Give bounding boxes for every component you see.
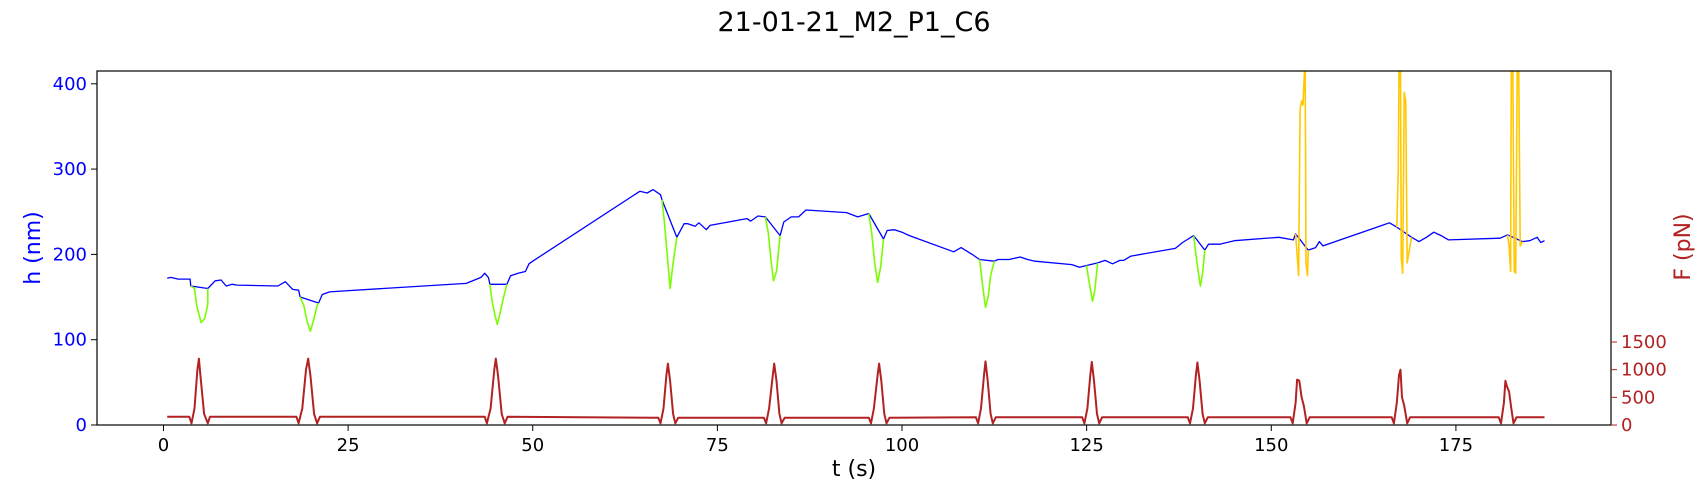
- x-tick-label: 25: [337, 435, 360, 456]
- saturated-segment-3: [1506, 71, 1524, 275]
- x-tick-label: 0: [158, 435, 169, 456]
- x-tick-label: 150: [1254, 435, 1288, 456]
- y-right-tick-label: 500: [1621, 387, 1655, 408]
- y-axis-right-label: F (pN): [1671, 213, 1696, 280]
- compression-segment-2: [299, 296, 320, 333]
- y-left-tick-label: 300: [53, 159, 87, 180]
- y-left-tick-label: 100: [53, 330, 87, 351]
- x-tick-label: 125: [1069, 435, 1103, 456]
- plot-area: [167, 71, 1545, 425]
- x-axis-label: t (s): [832, 457, 876, 482]
- compression-segment-4: [661, 199, 678, 290]
- compression-segment-9: [1192, 235, 1206, 287]
- y-right-tick-label: 0: [1621, 415, 1632, 436]
- saturated-segment-1: [1294, 71, 1309, 277]
- y-left-tick-label: 400: [53, 74, 87, 95]
- compression-segment-1: [190, 285, 209, 324]
- y-left-tick-label: 0: [76, 415, 87, 436]
- y-axis-right: 0 500 1000 1500: [1611, 332, 1667, 436]
- compression-segment-3: [489, 284, 508, 326]
- compression-segment-7: [978, 259, 996, 309]
- compression-segment-8: [1085, 262, 1099, 303]
- x-tick-label: 100: [885, 435, 919, 456]
- height-series-line: [167, 188, 1545, 304]
- compression-segment-6: [868, 213, 885, 284]
- x-tick-label: 175: [1439, 435, 1473, 456]
- y-right-tick-label: 1500: [1621, 332, 1667, 353]
- y-axis-left-label: h (nm): [21, 211, 46, 284]
- compression-segment-5: [764, 216, 781, 282]
- y-left-tick-label: 200: [53, 244, 87, 265]
- chart-title: 21-01-21_M2_P1_C6: [717, 7, 990, 38]
- y-axis-left: 0 100 200 300 400: [53, 74, 97, 436]
- x-tick-label: 75: [706, 435, 729, 456]
- x-axis: 0 25 50 75 100 125 150 175: [158, 425, 1473, 456]
- x-tick-label: 50: [521, 435, 544, 456]
- y-right-tick-label: 1000: [1621, 360, 1667, 381]
- plot-frame: [96, 70, 1612, 426]
- force-series-line: [167, 357, 1545, 425]
- saturated-segment-2: [1396, 71, 1413, 275]
